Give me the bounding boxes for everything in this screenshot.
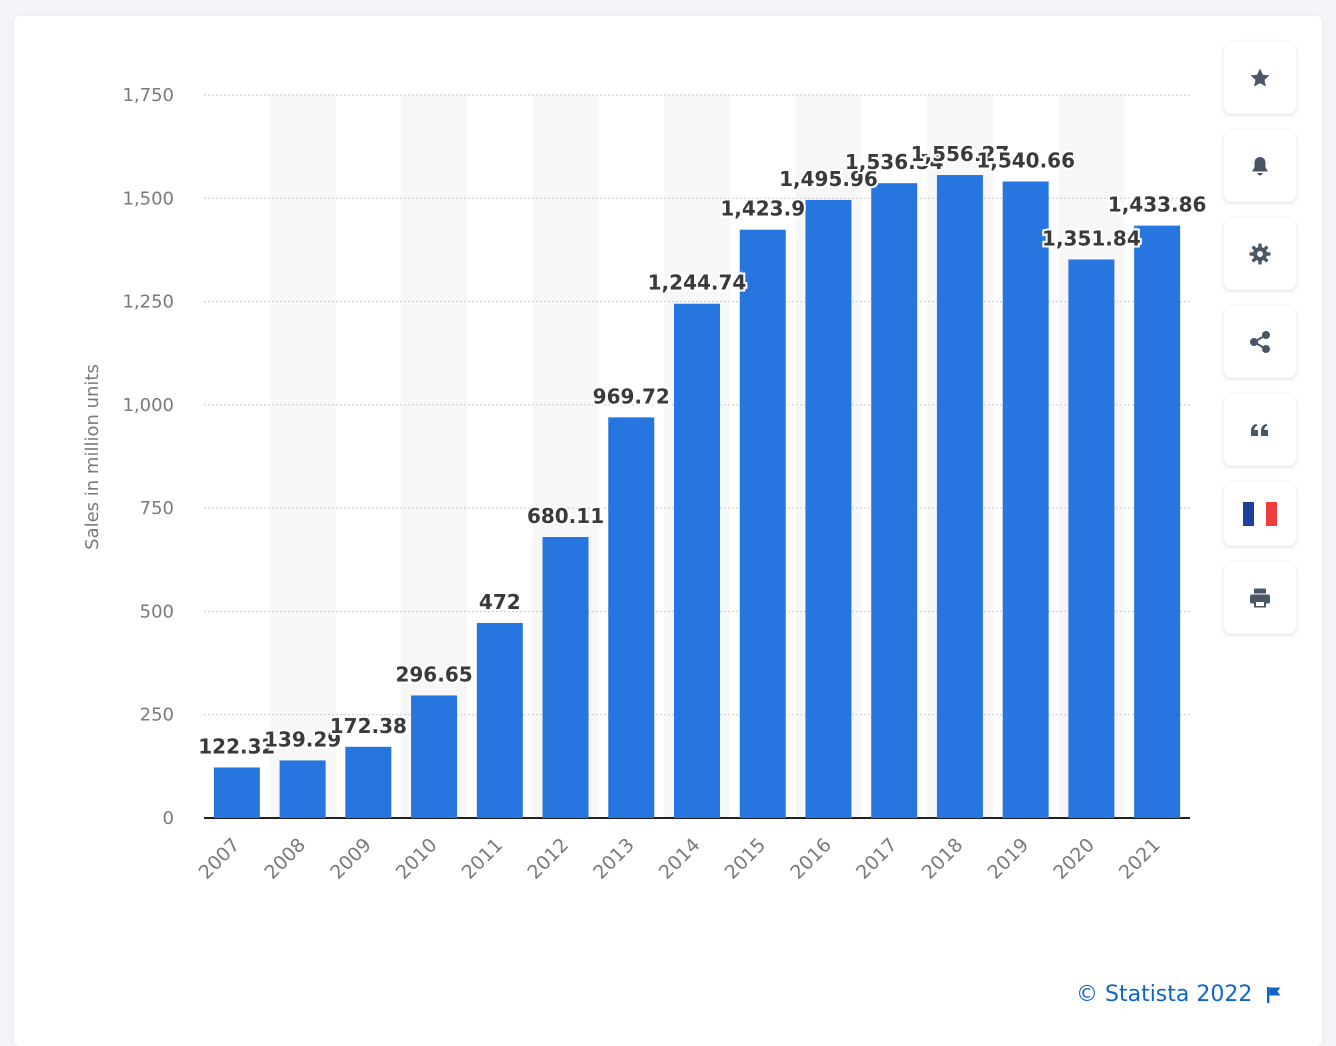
- statista-credit[interactable]: © Statista 2022: [1076, 982, 1282, 1007]
- data-label: 1,244.74: [648, 271, 747, 295]
- share-icon: [1250, 331, 1270, 353]
- y-tick-label: 1,250: [122, 292, 174, 313]
- share-button[interactable]: [1224, 306, 1296, 378]
- x-axis-ticks: 2007 2008 2009 2010 2011 2012 2013 2014 2015 2016…: [195, 834, 1165, 884]
- bar[interactable]: [674, 303, 720, 818]
- data-label: 472: [479, 590, 521, 614]
- data-label: 139.29: [264, 727, 341, 751]
- x-tick-label: 2010: [392, 834, 442, 884]
- y-tick-label: 1,750: [122, 85, 174, 106]
- quote-icon: [1251, 424, 1268, 436]
- bar[interactable]: [542, 537, 589, 818]
- gear-icon: [1249, 243, 1271, 265]
- x-tick-label: 2019: [983, 834, 1033, 884]
- x-tick-label: 2018: [918, 834, 968, 884]
- data-label: 1,433.86: [1108, 193, 1207, 217]
- y-tick-label: 250: [140, 705, 174, 726]
- x-tick-label: 2008: [260, 834, 310, 884]
- bar[interactable]: [608, 417, 655, 818]
- bar[interactable]: [739, 229, 786, 818]
- x-tick-label: 2013: [589, 834, 639, 884]
- x-tick-label: 2012: [523, 834, 573, 884]
- y-tick-label: 1,500: [122, 188, 174, 209]
- bar[interactable]: [213, 767, 260, 818]
- y-axis-label: Sales in million units: [82, 364, 103, 550]
- background-band: [269, 95, 336, 818]
- x-tick-label: 2011: [458, 834, 508, 884]
- y-tick-label: 0: [163, 808, 174, 829]
- x-tick-label: 2021: [1115, 834, 1165, 884]
- bar[interactable]: [805, 199, 852, 818]
- credit-text[interactable]: © Statista 2022: [1076, 982, 1253, 1007]
- settings-button[interactable]: [1224, 218, 1296, 290]
- data-label: 1,423.9: [720, 197, 805, 221]
- favorite-button[interactable]: [1224, 42, 1296, 114]
- data-label: 296.65: [395, 662, 472, 686]
- bar[interactable]: [936, 175, 983, 819]
- data-label: 680.11: [527, 504, 604, 528]
- x-tick-label: 2015: [721, 834, 771, 884]
- print-icon: [1250, 588, 1270, 608]
- french-flag-icon: [1243, 502, 1277, 526]
- x-tick-label: 2007: [195, 834, 245, 884]
- y-tick-label: 500: [140, 601, 174, 622]
- y-tick-label: 1,000: [122, 395, 174, 416]
- print-button[interactable]: [1224, 562, 1296, 634]
- data-label: 1,536.54: [845, 150, 944, 174]
- bar[interactable]: [1068, 259, 1115, 818]
- x-tick-label: 2009: [326, 834, 376, 884]
- report-flag-icon[interactable]: [1266, 986, 1282, 1004]
- data-label: 122.32: [198, 734, 275, 758]
- data-label: 1,495.96: [779, 167, 878, 191]
- x-tick-label: 2020: [1049, 834, 1099, 884]
- y-axis-ticks: 0 250 500 750 1,000 1,250 1,500 1,750: [122, 85, 174, 829]
- star-icon: [1250, 68, 1270, 87]
- x-tick-label: 2014: [655, 834, 705, 884]
- bell-icon: [1252, 157, 1268, 176]
- bars: [213, 175, 1181, 819]
- data-label: 1,351.84: [1042, 226, 1141, 250]
- bar[interactable]: [871, 183, 918, 819]
- bar[interactable]: [1134, 225, 1181, 819]
- bar[interactable]: [411, 695, 458, 818]
- bar[interactable]: [1002, 181, 1049, 819]
- data-label: 172.38: [330, 714, 407, 738]
- data-label: 1,540.66: [976, 148, 1075, 172]
- data-label: 1,556.27: [911, 142, 1010, 166]
- notification-button[interactable]: [1224, 130, 1296, 202]
- language-button[interactable]: [1224, 482, 1296, 546]
- data-label: 969.72: [593, 384, 670, 408]
- bar[interactable]: [279, 760, 326, 818]
- bar[interactable]: [476, 622, 523, 818]
- x-tick-label: 2017: [852, 834, 902, 884]
- y-tick-label: 750: [140, 498, 174, 519]
- cite-button[interactable]: [1224, 394, 1296, 466]
- bar[interactable]: [345, 746, 392, 818]
- x-tick-label: 2016: [786, 834, 836, 884]
